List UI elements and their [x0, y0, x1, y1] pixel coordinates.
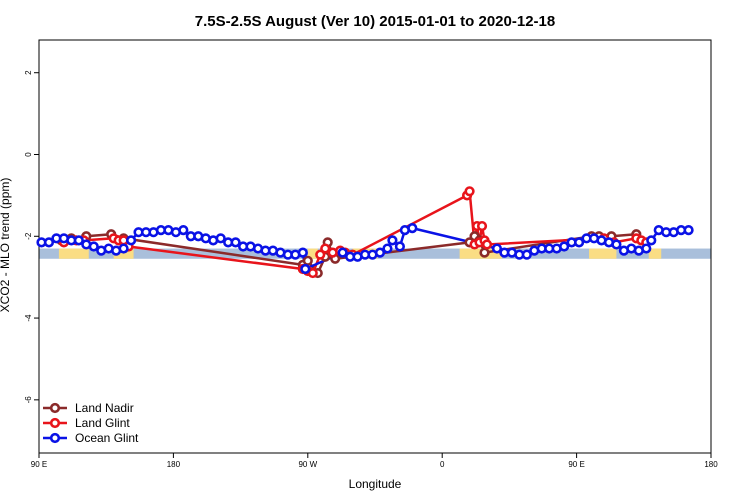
- data-point-ocean-glint: [297, 247, 308, 258]
- data-point-ocean-glint: [43, 237, 55, 248]
- data-point-land-nadir: [479, 247, 490, 258]
- land-region: [113, 248, 134, 259]
- x-tick-label: 0: [440, 460, 445, 469]
- data-point-ocean-glint: [125, 235, 137, 246]
- data-point-ocean-glint: [374, 247, 386, 258]
- legend-label: Land Glint: [75, 416, 130, 430]
- legend-marker: [49, 417, 61, 429]
- x-tick-label: 90 E: [31, 460, 47, 469]
- x-tick-label: 180: [167, 460, 181, 469]
- data-point-ocean-glint: [646, 235, 657, 246]
- data-point-ocean-glint: [641, 243, 652, 254]
- data-point-land-nadir: [302, 255, 313, 266]
- data-point-ocean-glint: [521, 249, 532, 260]
- data-point-ocean-glint: [394, 241, 405, 252]
- y-tick-label: 2: [24, 70, 33, 75]
- data-point-ocean-glint: [683, 225, 694, 236]
- data-point-land-glint: [315, 249, 326, 260]
- legend-marker: [49, 432, 61, 444]
- data-point-land-glint: [307, 267, 318, 279]
- data-point-ocean-glint: [559, 241, 570, 252]
- land-region: [307, 248, 318, 259]
- data-point-land-glint: [476, 220, 488, 232]
- data-point-ocean-glint: [230, 237, 241, 248]
- data-point-ocean-glint: [178, 225, 189, 236]
- land-region: [58, 248, 89, 259]
- data-point-ocean-glint: [382, 243, 393, 254]
- y-tick-label: 0: [24, 152, 33, 157]
- data-point-ocean-glint: [215, 233, 226, 244]
- y-tick-label: -4: [24, 314, 33, 322]
- plot-area: 90 E 180 90 W 0 90 E 180 2 0 -2 -4 -6: [24, 39, 718, 469]
- legend-label: Ocean Glint: [75, 431, 139, 445]
- data-point-land-glint: [481, 239, 493, 250]
- data-point-ocean-glint: [611, 239, 622, 250]
- x-tick-label: 90 W: [298, 460, 317, 469]
- data-point-land-glint: [464, 186, 475, 197]
- data-point-ocean-glint: [73, 235, 84, 246]
- x-axis-label: Longitude: [349, 477, 402, 491]
- data-point-ocean-glint: [300, 263, 311, 275]
- data-point-land-glint: [320, 243, 331, 254]
- data-point-ocean-glint: [337, 247, 348, 258]
- y-tick-label: -6: [24, 396, 33, 404]
- data-point-ocean-glint: [573, 237, 585, 248]
- data-point-ocean-glint: [118, 243, 129, 254]
- data-point-ocean-glint: [491, 243, 503, 254]
- land-region: [648, 248, 662, 259]
- land-region: [589, 248, 617, 259]
- chart-title: 7.5S-2.5S August (Ver 10) 2015-01-01 to …: [195, 13, 555, 30]
- y-axis-label: XCO2 - MLO trend (ppm): [0, 178, 12, 313]
- x-tick-label: 90 E: [568, 460, 584, 469]
- x-tick-label: 180: [704, 460, 718, 469]
- legend-marker: [49, 402, 61, 414]
- data-point-ocean-glint: [88, 241, 99, 252]
- y-tick-label: -2: [24, 232, 33, 240]
- data-point-ocean-glint: [407, 222, 418, 234]
- data-point-ocean-glint: [387, 235, 398, 246]
- legend-label: Land Nadir: [75, 401, 134, 415]
